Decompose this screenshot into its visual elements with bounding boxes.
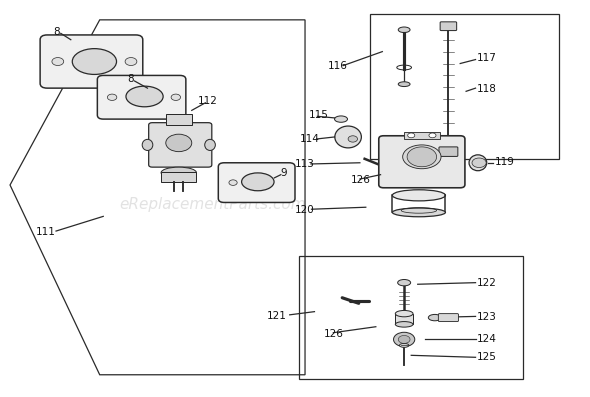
Ellipse shape xyxy=(335,116,348,122)
Circle shape xyxy=(348,136,358,142)
Circle shape xyxy=(407,147,437,167)
Bar xyxy=(404,132,440,139)
Text: 122: 122 xyxy=(477,278,497,288)
Text: 118: 118 xyxy=(477,84,497,94)
Text: 111: 111 xyxy=(35,227,55,237)
FancyBboxPatch shape xyxy=(97,75,186,119)
Circle shape xyxy=(472,158,486,168)
Ellipse shape xyxy=(469,155,487,171)
Text: 126: 126 xyxy=(323,329,343,339)
Text: eReplacementParts.com: eReplacementParts.com xyxy=(119,197,306,212)
Text: 114: 114 xyxy=(300,134,320,144)
Text: 126: 126 xyxy=(351,175,371,185)
Circle shape xyxy=(408,133,415,138)
Circle shape xyxy=(107,94,117,100)
Ellipse shape xyxy=(399,343,409,347)
Circle shape xyxy=(229,180,237,185)
Ellipse shape xyxy=(73,49,117,75)
Circle shape xyxy=(52,58,64,66)
Text: 121: 121 xyxy=(267,310,287,321)
Ellipse shape xyxy=(161,167,196,178)
Ellipse shape xyxy=(392,208,445,217)
FancyBboxPatch shape xyxy=(379,136,465,188)
FancyBboxPatch shape xyxy=(40,35,143,88)
FancyBboxPatch shape xyxy=(439,147,458,156)
Text: 9: 9 xyxy=(281,168,287,178)
Ellipse shape xyxy=(395,322,413,327)
Text: 8: 8 xyxy=(127,74,133,85)
Circle shape xyxy=(398,335,410,343)
Bar xyxy=(166,114,192,125)
Circle shape xyxy=(166,134,192,152)
Text: 117: 117 xyxy=(477,53,497,64)
Text: 124: 124 xyxy=(477,334,497,345)
Bar xyxy=(299,256,523,379)
FancyBboxPatch shape xyxy=(149,123,212,167)
Text: 116: 116 xyxy=(327,60,348,71)
Ellipse shape xyxy=(402,145,441,169)
Ellipse shape xyxy=(242,173,274,191)
Ellipse shape xyxy=(395,310,413,317)
FancyBboxPatch shape xyxy=(440,22,457,31)
Ellipse shape xyxy=(142,139,153,150)
Ellipse shape xyxy=(205,139,215,150)
Ellipse shape xyxy=(398,82,410,87)
Circle shape xyxy=(429,133,436,138)
Circle shape xyxy=(171,94,181,100)
Text: 123: 123 xyxy=(477,312,497,322)
Bar xyxy=(395,314,413,324)
Bar xyxy=(161,172,196,182)
Ellipse shape xyxy=(398,27,410,33)
Ellipse shape xyxy=(126,86,163,107)
Ellipse shape xyxy=(398,279,411,286)
Circle shape xyxy=(394,332,415,347)
Circle shape xyxy=(125,58,137,66)
Text: 112: 112 xyxy=(198,96,218,106)
Text: 115: 115 xyxy=(309,110,329,120)
Ellipse shape xyxy=(335,126,361,148)
Ellipse shape xyxy=(392,190,445,201)
FancyBboxPatch shape xyxy=(218,163,295,202)
Text: 120: 120 xyxy=(295,204,314,215)
Text: 8: 8 xyxy=(53,27,60,37)
Text: 119: 119 xyxy=(494,157,514,167)
Text: 113: 113 xyxy=(295,159,315,169)
Text: 125: 125 xyxy=(477,352,497,362)
Bar xyxy=(370,14,559,159)
FancyBboxPatch shape xyxy=(438,314,458,322)
Ellipse shape xyxy=(428,314,441,321)
